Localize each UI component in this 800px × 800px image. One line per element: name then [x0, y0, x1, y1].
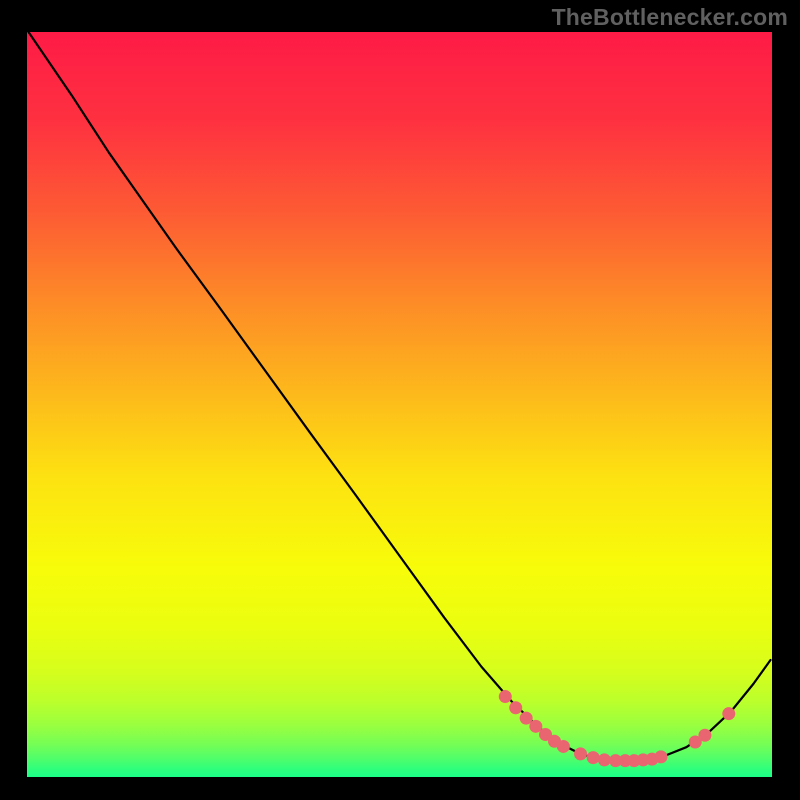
- gradient-chart: [0, 0, 800, 800]
- plot-gradient: [27, 32, 772, 777]
- data-marker: [698, 729, 711, 742]
- attribution-label: TheBottlenecker.com: [552, 4, 788, 31]
- data-marker: [722, 707, 735, 720]
- chart-container: TheBottlenecker.com: [0, 0, 800, 800]
- data-marker: [574, 747, 587, 760]
- data-marker: [557, 740, 570, 753]
- data-marker: [655, 750, 668, 763]
- data-marker: [509, 701, 522, 714]
- data-marker: [598, 753, 611, 766]
- data-marker: [587, 751, 600, 764]
- data-marker: [499, 690, 512, 703]
